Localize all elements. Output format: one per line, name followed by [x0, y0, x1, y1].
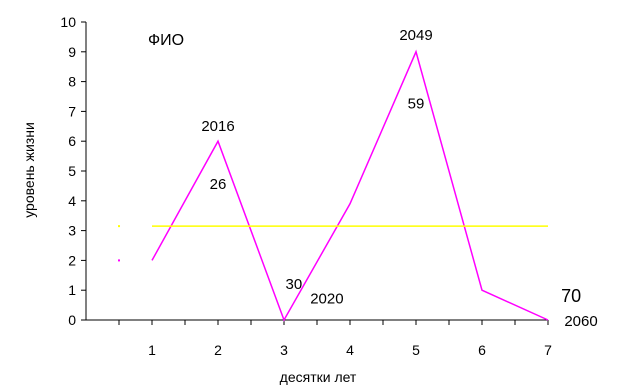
data-label: 30 [286, 276, 303, 293]
x-tick-label: 1 [148, 342, 156, 358]
data-label: 59 [408, 95, 425, 112]
x-axis-title: десятки лет [280, 369, 357, 385]
x-tick-label: 3 [280, 342, 288, 358]
marker-layer [118, 225, 120, 262]
data-label: 70 [561, 286, 581, 306]
y-tick-label: 1 [68, 282, 76, 298]
y-tick-label: 8 [68, 74, 76, 90]
data-label: 2060 [564, 313, 597, 330]
data-label: 26 [210, 176, 227, 193]
y-tick-label: 3 [68, 223, 76, 239]
x-tick-label: 5 [412, 342, 420, 358]
y-tick-label: 7 [68, 103, 76, 119]
series-line-1 [151, 49, 549, 322]
y-tick-label: 9 [68, 44, 76, 60]
y-tick-label: 0 [68, 312, 76, 328]
data-label: 2049 [399, 27, 432, 44]
y-tick-label: 2 [68, 252, 76, 268]
y-tick-label: 5 [68, 163, 76, 179]
annotation-layer: 2016 26 30 2020 2049 59 70 2060 [201, 27, 597, 330]
y-tick-label: 6 [68, 133, 76, 149]
x-tick-label: 4 [346, 342, 354, 358]
axes: 0 1 2 3 4 5 6 7 8 9 10 1 2 3 4 5 6 7 [60, 14, 552, 358]
data-label: 2020 [310, 291, 343, 308]
data-label: 2016 [201, 118, 234, 135]
chart-title: ФИО [148, 32, 184, 49]
y-tick-label: 10 [60, 14, 76, 30]
y-axis-title: уровень жизни [21, 122, 37, 218]
legend-marker [118, 259, 120, 262]
x-tick-label: 7 [544, 342, 552, 358]
y-tick-label: 4 [68, 193, 76, 209]
x-tick-label: 2 [214, 342, 222, 358]
x-tick-label: 6 [478, 342, 486, 358]
legend-marker [118, 225, 120, 228]
series-layer [151, 49, 549, 322]
